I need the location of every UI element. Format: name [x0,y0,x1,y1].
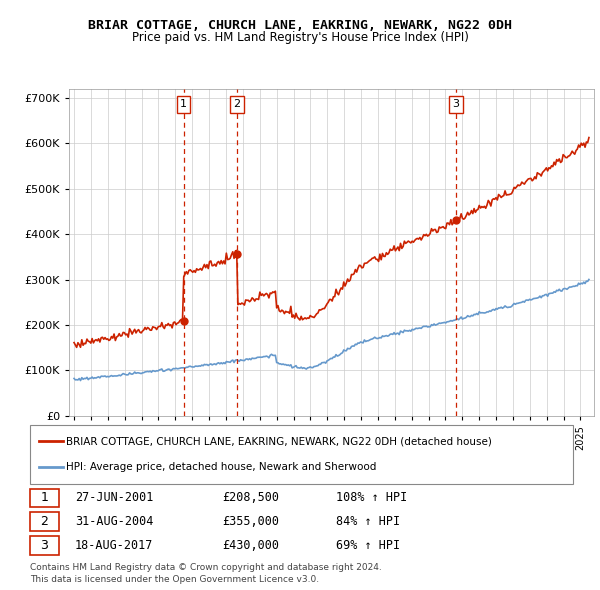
Text: 3: 3 [452,100,460,109]
Text: 1: 1 [40,491,49,504]
Text: This data is licensed under the Open Government Licence v3.0.: This data is licensed under the Open Gov… [30,575,319,584]
Text: 2: 2 [233,100,241,109]
Text: £208,500: £208,500 [222,491,279,504]
Text: £355,000: £355,000 [222,515,279,528]
Text: 2: 2 [40,515,49,528]
Text: Price paid vs. HM Land Registry's House Price Index (HPI): Price paid vs. HM Land Registry's House … [131,31,469,44]
Text: BRIAR COTTAGE, CHURCH LANE, EAKRING, NEWARK, NG22 0DH: BRIAR COTTAGE, CHURCH LANE, EAKRING, NEW… [88,19,512,32]
Text: 69% ↑ HPI: 69% ↑ HPI [336,539,400,552]
Text: 27-JUN-2001: 27-JUN-2001 [75,491,154,504]
Text: 3: 3 [40,539,49,552]
Text: £430,000: £430,000 [222,539,279,552]
Text: BRIAR COTTAGE, CHURCH LANE, EAKRING, NEWARK, NG22 0DH (detached house): BRIAR COTTAGE, CHURCH LANE, EAKRING, NEW… [66,437,492,446]
Text: 31-AUG-2004: 31-AUG-2004 [75,515,154,528]
Text: 18-AUG-2017: 18-AUG-2017 [75,539,154,552]
Text: HPI: Average price, detached house, Newark and Sherwood: HPI: Average price, detached house, Newa… [66,463,376,472]
Text: Contains HM Land Registry data © Crown copyright and database right 2024.: Contains HM Land Registry data © Crown c… [30,563,382,572]
Text: 84% ↑ HPI: 84% ↑ HPI [336,515,400,528]
Text: 108% ↑ HPI: 108% ↑ HPI [336,491,407,504]
Text: 1: 1 [180,100,187,109]
